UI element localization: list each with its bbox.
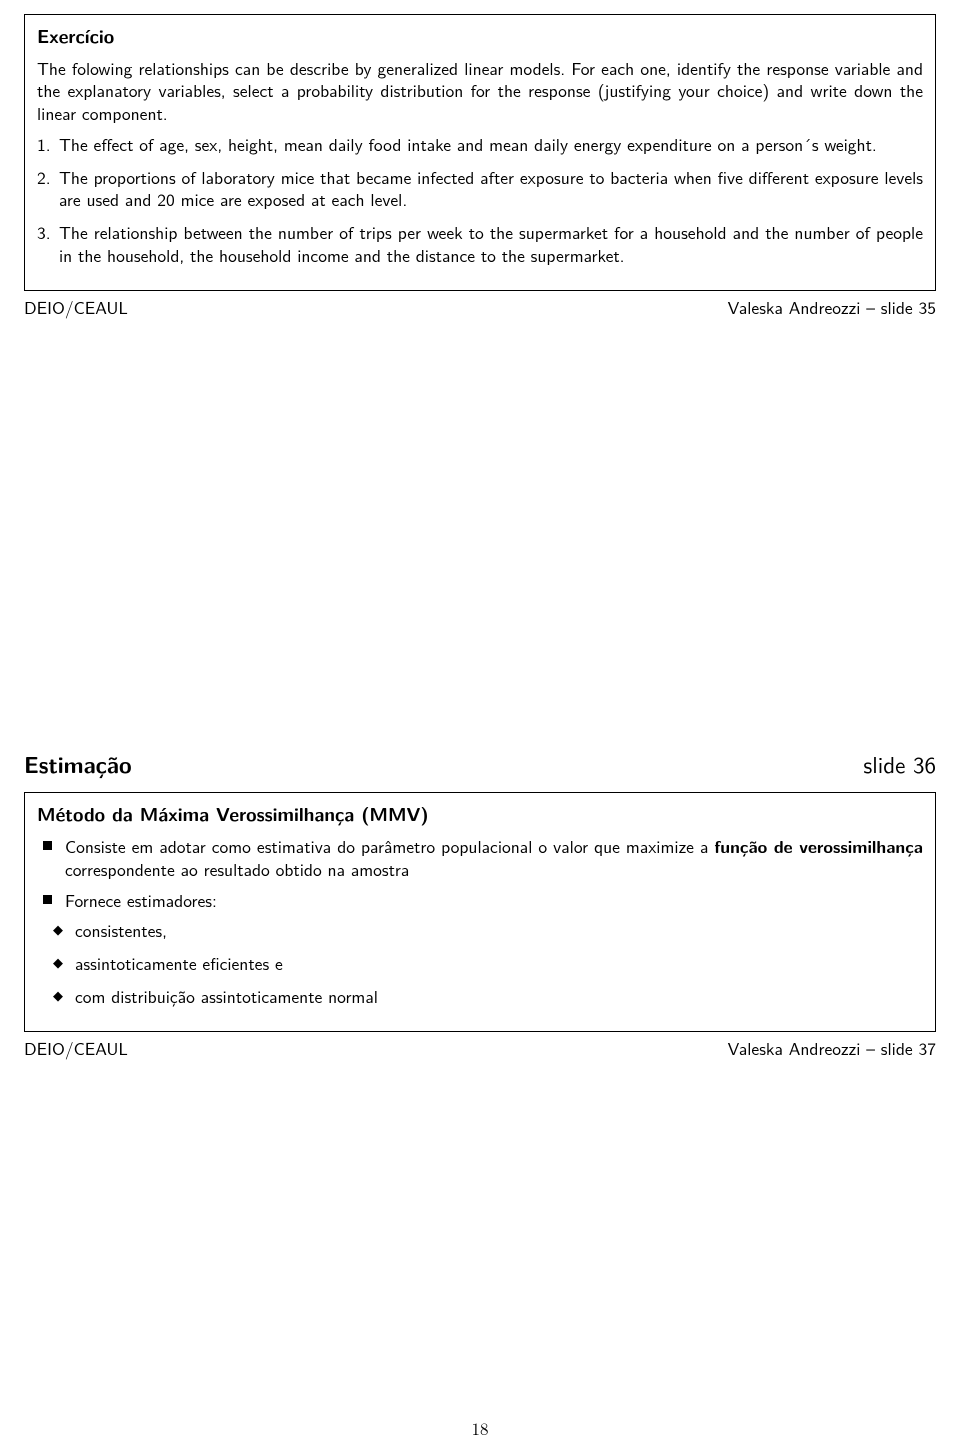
footer-left: DEIO/CEAUL: [24, 1038, 128, 1061]
list-item: The effect of age, sex, height, mean dai…: [37, 134, 923, 157]
footer-left: DEIO/CEAUL: [24, 297, 128, 320]
slide-35-title: Exercício: [37, 23, 923, 48]
list-item: The proportions of laboratory mice that …: [37, 167, 923, 213]
list-item: Consiste em adotar como estimativa do pa…: [43, 836, 923, 882]
section-heading-row: Estimação slide 36: [24, 749, 936, 780]
footer-right: Valeska Andreozzi – slide 35: [728, 297, 936, 320]
slide-35-list: The effect of age, sex, height, mean dai…: [37, 134, 923, 268]
page-number: 18: [0, 1417, 960, 1439]
text-bold: função de verossimilhança: [714, 834, 923, 859]
footer-right: Valeska Andreozzi – slide 37: [728, 1038, 936, 1061]
list-item: com distribuição assintoticamente normal: [53, 986, 923, 1009]
slide-37-title: Método da Máxima Verossimilhança (MMV): [37, 801, 923, 826]
slide-35-intro: The folowing relationships can be descri…: [37, 58, 923, 126]
slide-35-footer: DEIO/CEAUL Valeska Andreozzi – slide 35: [24, 297, 936, 320]
slide-37-footer: DEIO/CEAUL Valeska Andreozzi – slide 37: [24, 1038, 936, 1061]
section-slide-label: slide 36: [863, 750, 936, 780]
text: Consiste em adotar como estimativa do pa…: [65, 834, 714, 859]
text: correspondente ao resultado obtido na am…: [65, 857, 409, 882]
slide-35-box: Exercício The folowing relationships can…: [24, 14, 936, 291]
list-item: assintoticamente eficientes e: [53, 953, 923, 976]
slide-37-box: Método da Máxima Verossimilhança (MMV) C…: [24, 792, 936, 1031]
slide-37-list: Consiste em adotar como estimativa do pa…: [43, 836, 923, 912]
section-title: Estimação: [24, 749, 132, 779]
slide-37-sublist: consistentes, assintoticamente eficiente…: [53, 920, 923, 1008]
list-item: The relationship between the number of t…: [37, 222, 923, 268]
list-item: Fornece estimadores:: [43, 890, 923, 913]
list-item: consistentes,: [53, 920, 923, 943]
